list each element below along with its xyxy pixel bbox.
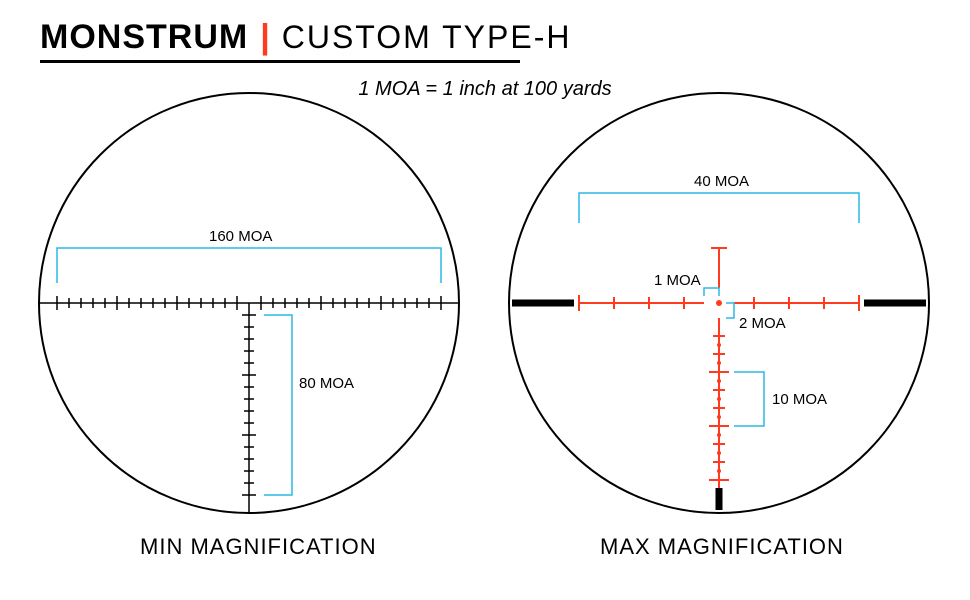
header: MONSTRUM | CUSTOM TYPE-H: [40, 18, 571, 57]
callout-40moa-bracket: [579, 193, 859, 223]
header-underline: [40, 60, 520, 63]
max-mag-caption: MAX MAGNIFICATION: [600, 534, 844, 560]
reticle-vert: [709, 318, 729, 488]
callout-80moa-label: 80 MOA: [299, 375, 354, 392]
callout-160moa-bracket: [57, 248, 441, 283]
max-mag-scope: 40 MOA 1 MOA 2 MOA 10 MOA: [504, 88, 934, 518]
min-mag-caption: MIN MAGNIFICATION: [140, 534, 377, 560]
brand-logo: MONSTRUM: [40, 18, 248, 57]
callout-40moa-label: 40 MOA: [694, 173, 749, 190]
callout-1moa-label: 1 MOA: [654, 272, 701, 289]
callout-10moa-label: 10 MOA: [772, 391, 827, 408]
reticle-top: [711, 248, 727, 288]
min-mag-scope: 160 MOA 80 MOA: [34, 88, 464, 518]
header-divider: |: [260, 18, 270, 57]
model-name: CUSTOM TYPE-H: [282, 19, 572, 56]
callout-160moa-label: 160 MOA: [209, 228, 272, 245]
callout-2moa-bracket: [726, 303, 734, 318]
center-dot: [716, 300, 722, 306]
callout-2moa-label: 2 MOA: [739, 315, 786, 332]
callout-10moa-bracket: [734, 372, 764, 426]
callout-1moa-bracket: [704, 288, 719, 296]
callout-80moa-bracket: [264, 315, 292, 495]
